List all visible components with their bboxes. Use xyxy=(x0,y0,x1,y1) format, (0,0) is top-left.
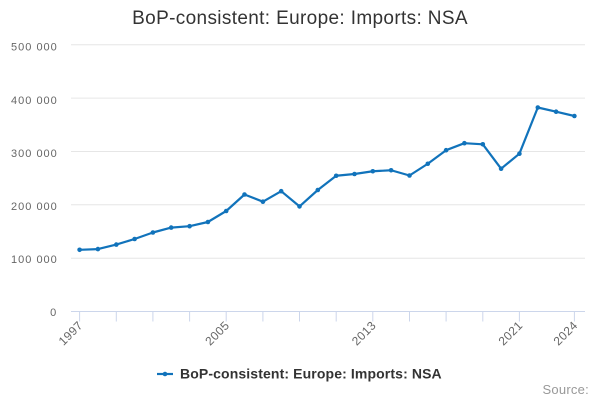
svg-text:Source:: Source: xyxy=(542,382,589,397)
svg-text:0: 0 xyxy=(50,307,57,319)
svg-text:BoP-consistent: Europe: Import: BoP-consistent: Europe: Imports: NSA xyxy=(132,8,468,29)
svg-text:100 000: 100 000 xyxy=(11,254,58,266)
svg-text:400 000: 400 000 xyxy=(11,95,58,107)
svg-text:200 000: 200 000 xyxy=(11,201,58,213)
svg-text:500 000: 500 000 xyxy=(11,42,58,54)
svg-text:BoP-consistent: Europe: Import: BoP-consistent: Europe: Imports: NSA xyxy=(180,366,442,382)
svg-text:300 000: 300 000 xyxy=(11,148,58,160)
